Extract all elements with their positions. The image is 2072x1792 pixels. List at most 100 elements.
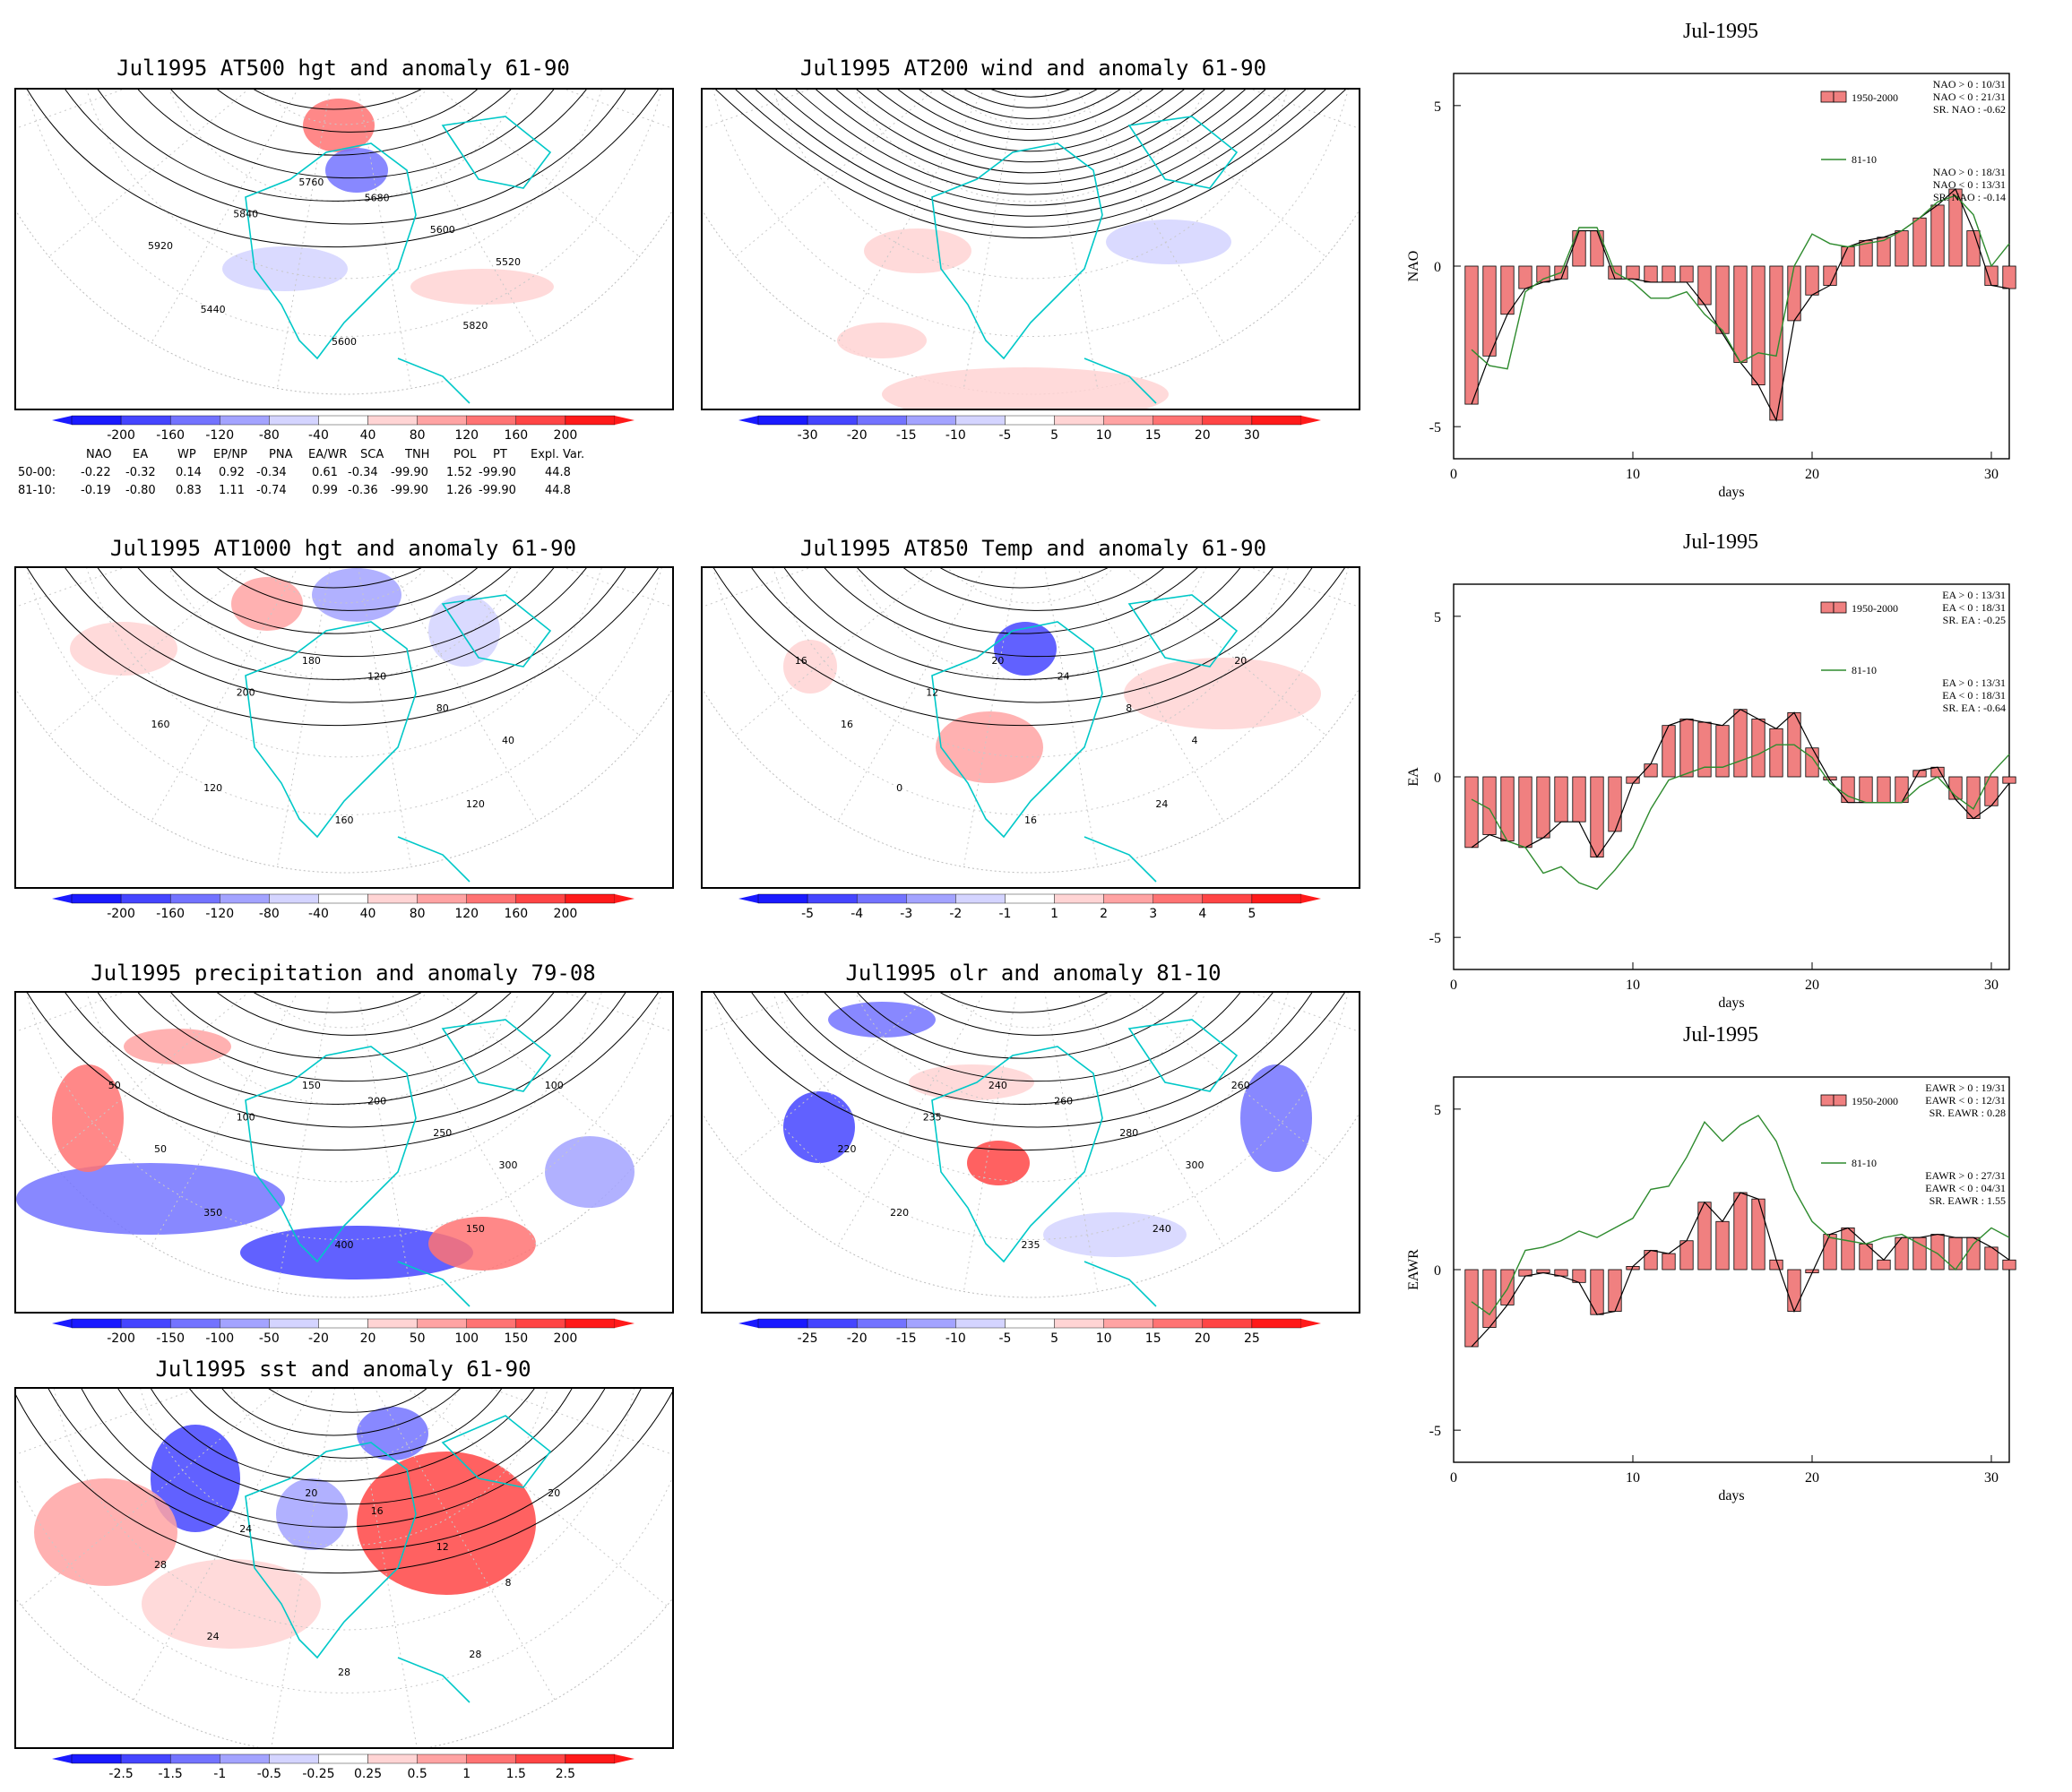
anomaly-shading — [357, 1407, 428, 1460]
colorbar-segment — [269, 893, 319, 904]
latitude-circle — [168, 90, 520, 202]
colorbar-arrow-left — [52, 416, 72, 425]
contour-line — [824, 993, 1240, 1082]
legend-swatch-bar — [1820, 1094, 1835, 1107]
colorbar-segment — [417, 415, 467, 426]
index-cell: -0.80 — [125, 484, 156, 497]
colorbar-segment — [120, 1753, 171, 1764]
colorbar-arrow-right — [1301, 894, 1321, 903]
index-header-cell: WP — [177, 448, 196, 461]
line-1950-2000 — [1471, 709, 2010, 858]
anomaly-shading — [151, 1425, 240, 1532]
contour-line — [97, 90, 587, 202]
bar-1950-2000 — [1644, 265, 1658, 283]
streamline — [876, 90, 1185, 151]
map-title-prec: Jul1995 precipitation and anomaly 79-08 — [91, 961, 596, 986]
colorbar-segment — [856, 1318, 907, 1329]
anomaly-shading — [428, 1217, 536, 1271]
colorbar-tick-label: -10 — [945, 1331, 966, 1346]
colorbar-segment — [955, 893, 1006, 904]
anomaly-shading — [837, 323, 927, 358]
contour-label: 5600 — [332, 336, 357, 348]
meridian-line — [48, 90, 249, 257]
colorbar-tick-label: 150 — [504, 1331, 529, 1346]
map-boundary — [703, 1113, 1359, 1298]
x-tick-label: 20 — [1805, 978, 1819, 993]
colorbar-tick-label: 80 — [409, 428, 426, 443]
colorbar-labels: -5 -4 -3 -2 -1 1 2 3 4 5 — [738, 907, 1321, 925]
coastline-greenland — [441, 594, 552, 668]
index-table-row: 81-10: -0.19 -0.80 0.83 1.11 -0.74 0.99 … — [18, 484, 663, 500]
coastline-greenland — [441, 1415, 552, 1488]
colorbar-prec: -200 -150 -100 -50 -20 20 50 100 150 200 — [52, 1317, 635, 1353]
index-cell: -99.90 — [391, 484, 428, 497]
legend-stat: EAWR < 0 : 12/31 — [1925, 1094, 2006, 1107]
map-svg: 220 235 240 260 280 300 220 235 240 260 — [703, 993, 1359, 1307]
bar-1950-2000 — [1930, 204, 1945, 267]
legend-swatch-bar — [1820, 601, 1835, 614]
contour-line — [65, 993, 626, 1128]
contour-label: 220 — [838, 1143, 857, 1155]
contour-line — [170, 568, 512, 634]
index-table: NAO EA WP EP/NP PNA EA/WR SCA TNH POL PT… — [18, 448, 663, 502]
colorbar-segment — [169, 1318, 220, 1329]
bar-1950-2000 — [1500, 1269, 1515, 1305]
latitude-circle — [712, 568, 1349, 815]
contour-label: 200 — [237, 686, 255, 698]
chart-eawr: -5 0 5 0 10 20 30 days EAWR 1950-2000 81-10 EAWR > … — [1406, 1076, 2016, 1503]
anomaly-shading — [410, 269, 554, 305]
y-tick-label: 5 — [1434, 99, 1441, 115]
bar-1950-2000 — [1751, 1198, 1766, 1271]
colorbar-segment — [220, 1318, 270, 1329]
contour-label: 5680 — [365, 193, 390, 204]
bar-1950-2000 — [1787, 1269, 1801, 1312]
contour-line — [940, 568, 1109, 589]
contour-label: 5520 — [496, 256, 521, 268]
legend-label: 1950-2000 — [1852, 1095, 1898, 1107]
bar-1950-2000 — [1572, 776, 1586, 823]
coastline-south-america — [1083, 358, 1157, 404]
x-tick-label: 20 — [1805, 1470, 1819, 1486]
colorbar-tick-label: 120 — [454, 428, 479, 443]
contour-line — [857, 993, 1198, 1059]
colorbar-segment — [807, 415, 858, 426]
bar-1950-2000 — [1679, 265, 1694, 283]
colorbar-segment — [71, 1753, 122, 1764]
colorbar-segment — [856, 415, 907, 426]
index-header-cell: TNH — [405, 448, 430, 461]
contour-line — [117, 1389, 573, 1505]
colorbar-tick-label: -120 — [205, 428, 235, 443]
colorbar-tick-label: 1 — [462, 1767, 471, 1781]
contour-label: 350 — [203, 1207, 222, 1219]
index-header-cell: Expl. Var. — [531, 448, 585, 461]
colorbar-arrow-right — [615, 1319, 635, 1328]
meridian-line — [271, 1389, 335, 1747]
contour-line — [137, 90, 554, 179]
coastline-north-america — [245, 1046, 417, 1263]
contour-label: 20 — [305, 1487, 317, 1499]
index-cell: -0.34 — [348, 466, 378, 479]
coastline-north-america — [245, 621, 417, 839]
colorbar-labels: -200 -160 -120 -80 -40 40 80 120 160 200 — [52, 428, 635, 446]
bar-1950-2000 — [1590, 1269, 1604, 1315]
map-title-t850: Jul1995 AT850 Temp and anomaly 61-90 — [799, 536, 1267, 561]
y-tick-label: 0 — [1434, 771, 1441, 786]
legend-stat: NAO < 0 : 21/31 — [1933, 90, 2006, 103]
anomaly-shading — [783, 1091, 855, 1163]
streamline — [815, 90, 1247, 185]
coastline-greenland — [441, 1019, 552, 1092]
legend-swatch-bar — [1820, 90, 1835, 103]
colorbar-segment — [1202, 415, 1253, 426]
contour-label: 8 — [1126, 702, 1132, 714]
colorbar-segment — [757, 415, 808, 426]
anomaly-shading — [312, 568, 401, 622]
contour-line — [217, 568, 478, 611]
colorbar-segment — [417, 1753, 467, 1764]
anomaly-shading — [936, 711, 1043, 783]
map-panel-prec: 50 100 150 200 250 300 350 400 150 100 50 — [14, 991, 674, 1314]
contour-line — [940, 993, 1109, 1013]
legend-swatch-bar — [1833, 601, 1847, 614]
bar-1950-2000 — [1590, 230, 1604, 267]
index-header-cell: SCA — [360, 448, 384, 461]
x-axis-label: days — [1718, 995, 1744, 1011]
